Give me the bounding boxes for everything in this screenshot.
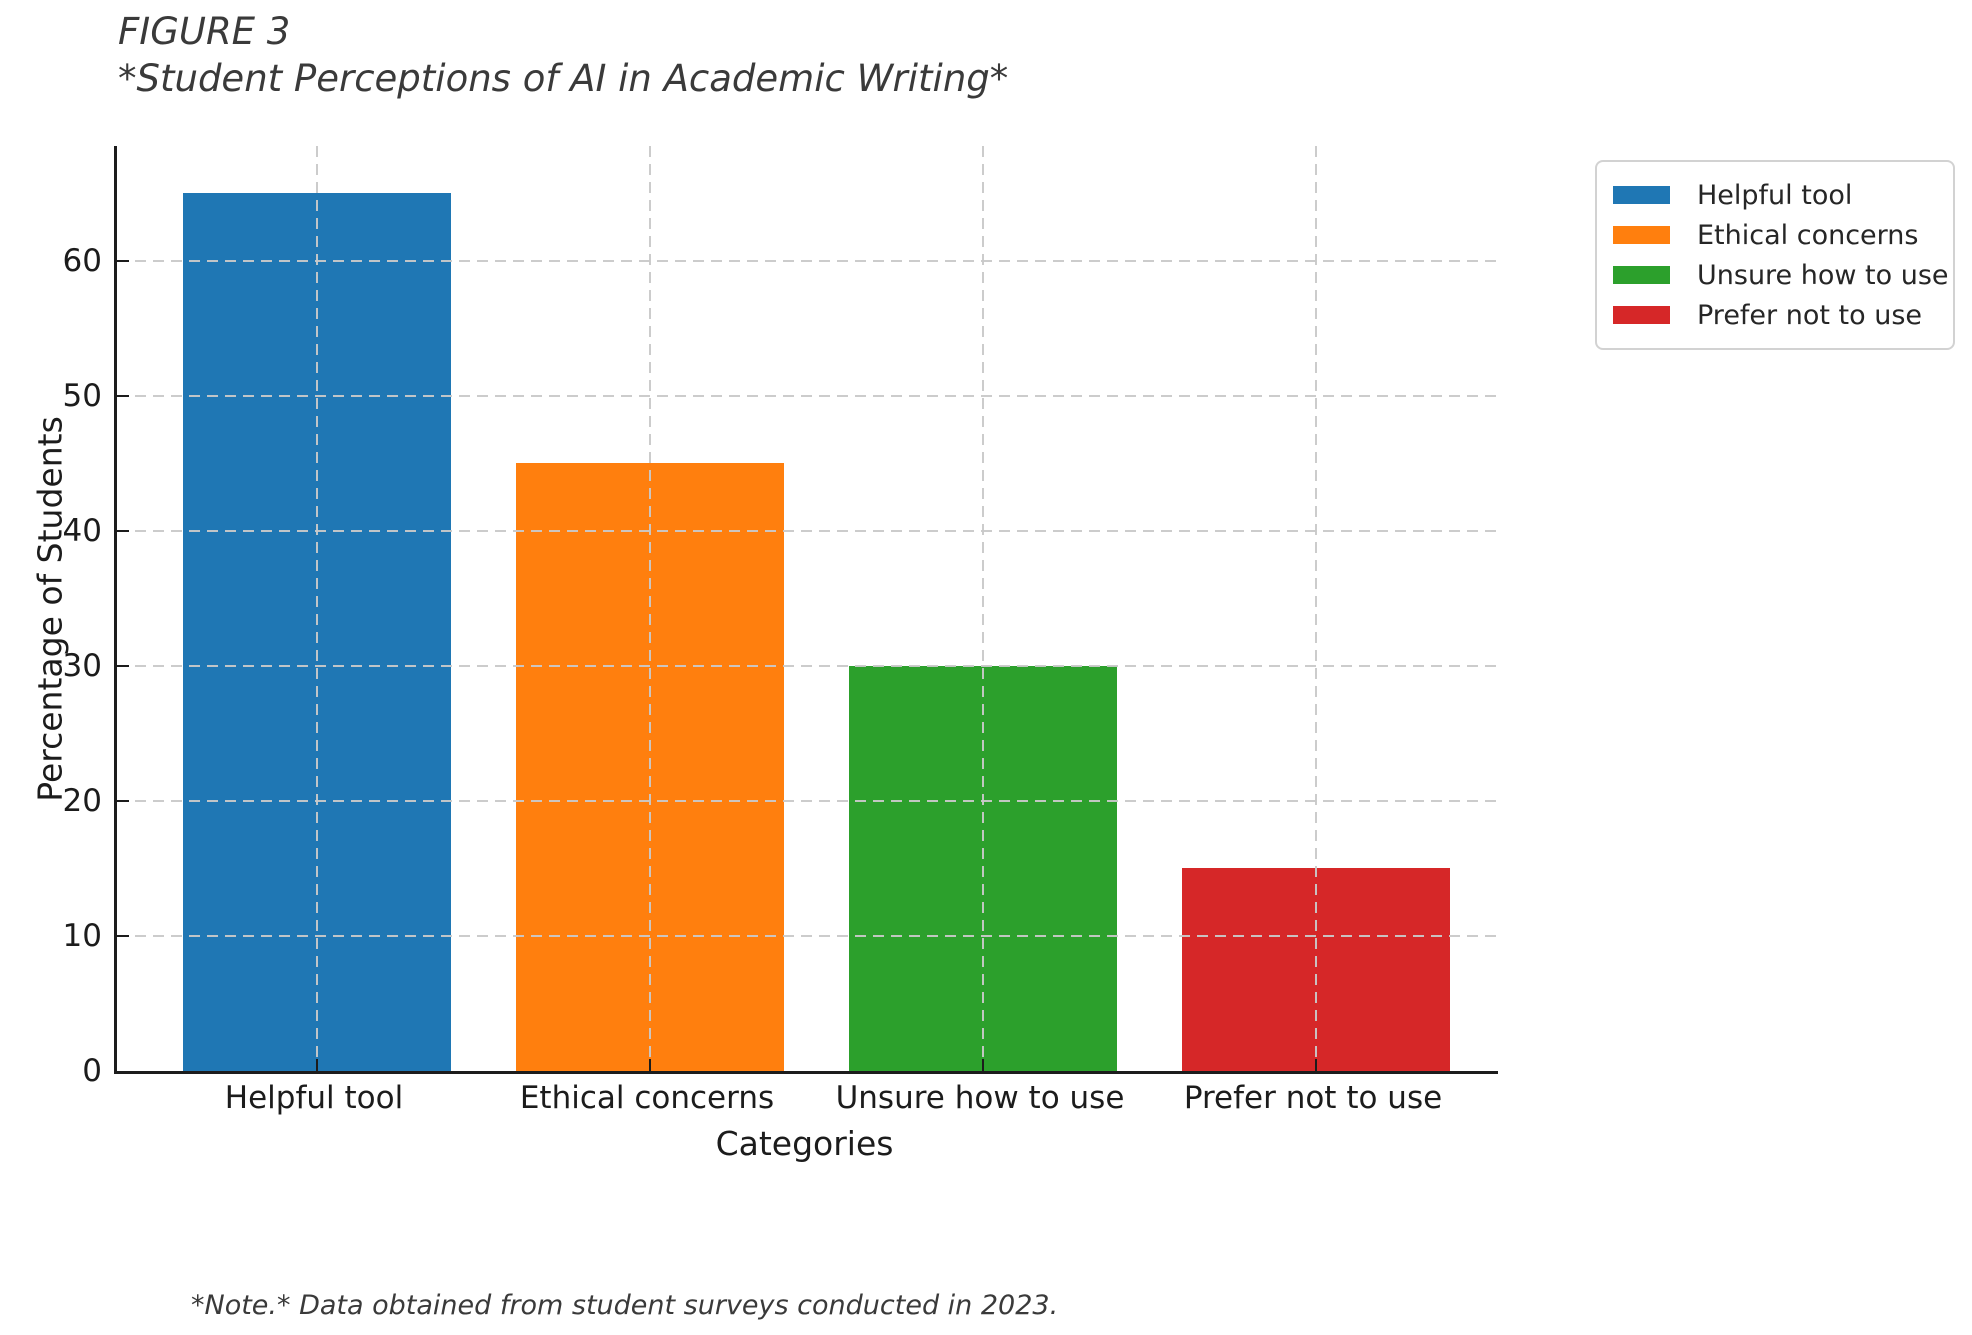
y-tick-label-0: 0 [82,1053,102,1089]
x-tick-label-ethical-concerns: Ethical concerns [519,1080,775,1116]
legend-swatch-ethical-concerns-icon [1613,226,1670,244]
legend-label-prefer-not-to-use: Prefer not to use [1697,299,1923,331]
y-tick-mark-40 [117,529,129,533]
gridline-y-40 [117,529,1498,532]
figure-title: FIGURE 3 *Student Perceptions of AI in A… [118,8,1008,102]
legend-item-unsure-how-to-use: Unsure how to use [1607,255,1949,295]
gridline-y-30 [117,664,1498,667]
x-tick-label-unsure-how-to-use: Unsure how to use [835,1080,1125,1116]
x-tick-mark-helpful-tool [315,1059,319,1071]
y-tick-mark-60 [117,259,129,263]
y-tick-mark-10 [117,934,129,938]
legend-swatch-helpful-tool-icon [1613,186,1670,204]
y-tick-label-10: 10 [62,917,102,954]
y-tick-mark-50 [117,394,129,398]
legend-label-ethical-concerns: Ethical concerns [1697,219,1919,251]
gridline-vertical-helpful-tool [316,146,318,1071]
y-tick-label-40: 40 [62,512,102,549]
gridline-vertical-prefer-not-to-use [1315,146,1317,1071]
legend-swatch-unsure-how-to-use-icon [1613,266,1670,284]
figure-note: *Note.* Data obtained from student surve… [191,1290,1059,1321]
figure-subtitle: *Student Perceptions of AI in Academic W… [118,57,1009,100]
x-tick-mark-ethical-concerns [648,1059,652,1071]
legend-label-unsure-how-to-use: Unsure how to use [1697,259,1949,291]
gridline-y-20 [117,799,1498,802]
legend-item-helpful-tool: Helpful tool [1607,175,1935,215]
y-tick-label-20: 20 [62,782,102,819]
gridline-vertical-ethical-concerns [649,146,651,1071]
plot-area [114,146,1498,1074]
y-tick-mark-20 [117,799,129,803]
gridline-y-50 [117,394,1498,397]
gridline-y-60 [117,259,1498,262]
x-tick-label-helpful-tool: Helpful tool [224,1080,404,1116]
legend: Helpful tool Ethical concerns Unsure how t… [1595,160,1955,350]
x-axis-title: Categories [715,1124,894,1163]
x-tick-mark-prefer-not-to-use [1314,1059,1318,1071]
y-tick-label-60: 60 [62,242,102,279]
legend-swatch-prefer-not-to-use-icon [1613,306,1670,324]
x-tick-label-prefer-not-to-use: Prefer not to use [1183,1080,1443,1116]
y-tick-mark-30 [117,664,129,668]
legend-label-helpful-tool: Helpful tool [1697,179,1853,211]
legend-item-prefer-not-to-use: Prefer not to use [1607,295,1935,335]
gridline-y-10 [117,934,1498,937]
figure-number: FIGURE 3 [118,10,291,53]
legend-item-ethical-concerns: Ethical concerns [1607,215,1935,255]
y-tick-label-50: 50 [62,377,102,414]
y-axis-title: Percentage of Students [30,416,70,802]
x-tick-mark-unsure-how-to-use [981,1059,985,1071]
y-tick-label-30: 30 [62,647,102,684]
gridline-vertical-unsure-how-to-use [982,146,984,1071]
